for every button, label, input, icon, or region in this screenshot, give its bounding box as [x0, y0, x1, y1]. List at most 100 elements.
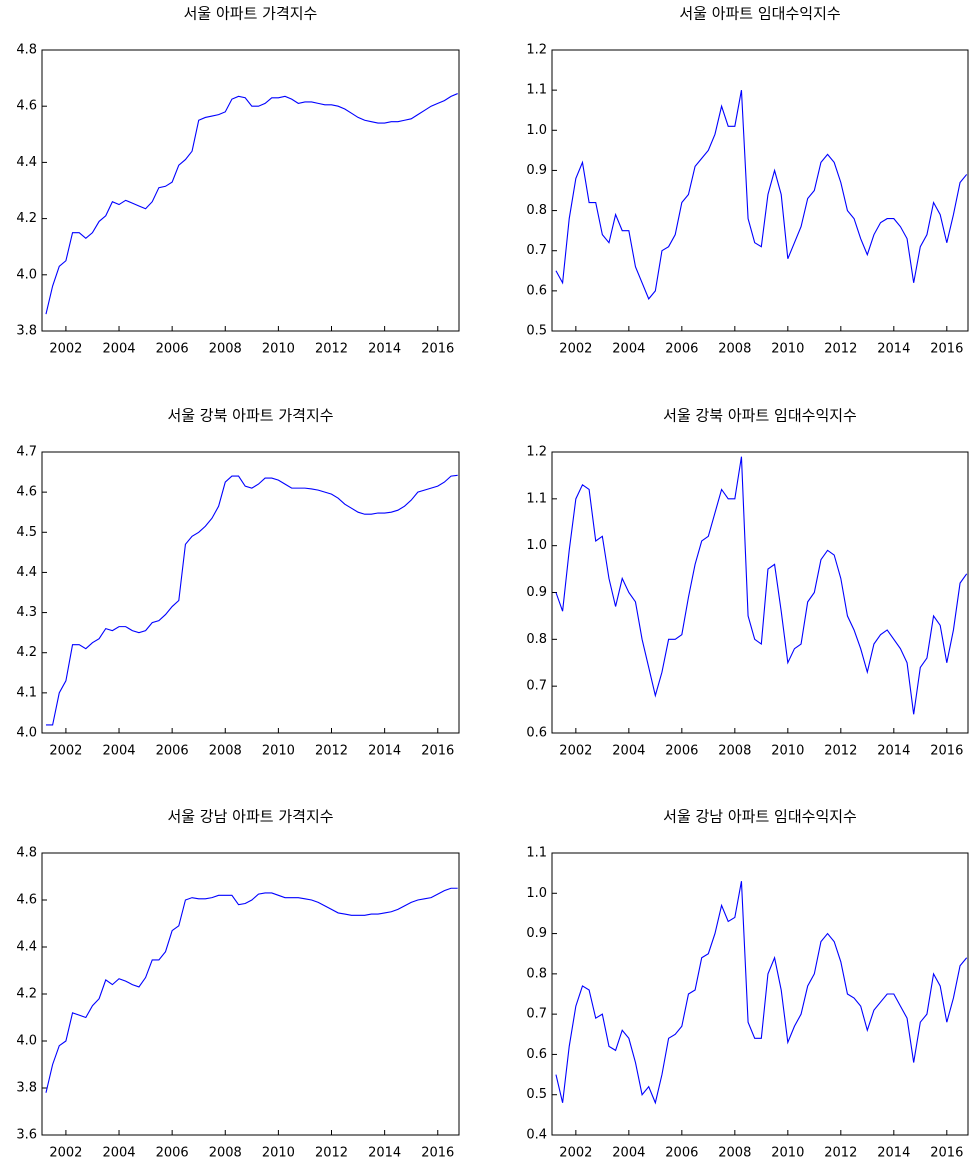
y-tick-label: 4.6 [16, 99, 37, 114]
y-tick-label: 1.0 [526, 123, 547, 138]
y-tick-label: 0.4 [526, 1128, 547, 1143]
y-tick-label: 1.0 [526, 886, 547, 901]
x-tick-label: 2010 [771, 342, 804, 357]
x-tick-label: 2016 [930, 342, 963, 357]
y-tick-label: 4.5 [16, 525, 37, 540]
x-tick-label: 2012 [315, 342, 348, 357]
x-tick-label: 2008 [718, 1146, 751, 1161]
chart-title: 서울 아파트 가격지수 [184, 5, 318, 23]
y-tick-label: 3.6 [16, 1128, 37, 1143]
y-tick-label: 0.7 [526, 1007, 547, 1022]
x-tick-label: 2014 [368, 1146, 401, 1161]
x-tick-label: 2010 [771, 744, 804, 759]
x-tick-label: 2002 [559, 744, 592, 759]
y-tick-label: 4.2 [16, 645, 37, 660]
x-tick-label: 2008 [209, 744, 242, 759]
y-tick-label: 0.9 [526, 585, 547, 600]
x-tick-label: 2008 [209, 1146, 242, 1161]
x-tick-label: 2006 [156, 342, 189, 357]
x-tick-label: 2004 [102, 744, 135, 759]
y-tick-label: 4.2 [16, 987, 37, 1002]
x-tick-label: 2002 [559, 342, 592, 357]
plot-frame [41, 451, 460, 734]
plot-frame [41, 852, 460, 1136]
chart-title: 서울 강북 아파트 임대수익지수 [663, 407, 857, 425]
y-tick-label: 4.6 [16, 893, 37, 908]
x-tick-label: 2016 [421, 744, 454, 759]
x-tick-label: 2002 [49, 744, 82, 759]
chart-title: 서울 강북 아파트 가격지수 [167, 407, 333, 425]
x-tick-label: 2012 [315, 1146, 348, 1161]
chart-panel: 서울 강남 아파트 임대수익지수 0.4 0.5 0.6 0.7 0.8 0.9 1.0 1.1… [526, 808, 969, 1161]
y-tick-label: 1.2 [526, 445, 547, 460]
data-line [555, 90, 968, 300]
data-line [555, 456, 968, 715]
plot-frame [551, 451, 969, 734]
y-tick-label: 0.5 [526, 324, 547, 339]
x-tick-label: 2004 [612, 744, 645, 759]
plot-frame [41, 49, 460, 332]
x-tick-label: 2004 [102, 342, 135, 357]
x-tick-label: 2004 [102, 1146, 135, 1161]
y-tick-label: 1.1 [526, 846, 547, 861]
x-tick-label: 2006 [156, 744, 189, 759]
y-tick-label: 4.8 [16, 43, 37, 58]
y-tick-label: 1.1 [526, 83, 547, 98]
x-tick-label: 2008 [718, 342, 751, 357]
x-tick-label: 2008 [209, 342, 242, 357]
x-tick-label: 2010 [262, 342, 295, 357]
chart-title: 서울 강남 아파트 가격지수 [167, 808, 333, 826]
y-tick-label: 4.4 [16, 565, 37, 580]
y-tick-label: 4.0 [16, 726, 37, 741]
y-tick-label: 0.8 [526, 203, 547, 218]
y-tick-label: 3.8 [16, 324, 37, 339]
x-tick-label: 2002 [49, 342, 82, 357]
x-tick-label: 2004 [612, 342, 645, 357]
y-tick-label: 0.6 [526, 1047, 547, 1062]
y-tick-label: 4.6 [16, 485, 37, 500]
y-tick-label: 3.8 [16, 1081, 37, 1096]
y-tick-label: 4.0 [16, 1034, 37, 1049]
chart-panel: 서울 강남 아파트 가격지수 3.6 3.8 4.0 4.2 4.4 4.6 4.8 2002 2… [16, 808, 460, 1161]
y-tick-label: 4.1 [16, 685, 37, 700]
x-tick-label: 2012 [824, 342, 857, 357]
y-tick-label: 4.3 [16, 605, 37, 620]
x-tick-label: 2016 [421, 1146, 454, 1161]
y-tick-label: 4.2 [16, 211, 37, 226]
x-tick-label: 2014 [368, 744, 401, 759]
x-tick-label: 2010 [262, 744, 295, 759]
plot-frame [551, 49, 969, 332]
data-line [555, 881, 968, 1105]
y-tick-label: 1.0 [526, 538, 547, 553]
y-tick-label: 0.6 [526, 726, 547, 741]
y-tick-label: 0.6 [526, 283, 547, 298]
x-tick-label: 2006 [665, 744, 698, 759]
y-tick-label: 4.4 [16, 940, 37, 955]
y-tick-label: 4.0 [16, 267, 37, 282]
data-line [45, 887, 458, 1093]
x-tick-label: 2006 [665, 342, 698, 357]
x-tick-label: 2014 [368, 342, 401, 357]
y-tick-label: 0.7 [526, 243, 547, 258]
x-tick-label: 2006 [156, 1146, 189, 1161]
chart-panel: 서울 아파트 가격지수 3.8 4.0 4.2 4.4 4.6 4.8 2002 2004 200… [16, 5, 460, 357]
data-line [45, 474, 458, 726]
y-tick-label: 1.1 [526, 491, 547, 506]
x-tick-label: 2014 [877, 1146, 910, 1161]
x-tick-label: 2014 [877, 744, 910, 759]
x-tick-label: 2002 [49, 1146, 82, 1161]
x-tick-label: 2012 [824, 1146, 857, 1161]
y-tick-label: 4.8 [16, 846, 37, 861]
chart-title: 서울 아파트 임대수익지수 [679, 5, 840, 23]
y-tick-label: 0.8 [526, 632, 547, 647]
x-tick-label: 2016 [930, 744, 963, 759]
chart-title: 서울 강남 아파트 임대수익지수 [663, 808, 857, 826]
x-tick-label: 2008 [718, 744, 751, 759]
x-tick-label: 2006 [665, 1146, 698, 1161]
x-tick-label: 2010 [771, 1146, 804, 1161]
y-tick-label: 4.7 [16, 445, 37, 460]
y-tick-label: 1.2 [526, 43, 547, 58]
data-line [45, 93, 458, 315]
y-tick-label: 0.8 [526, 966, 547, 981]
